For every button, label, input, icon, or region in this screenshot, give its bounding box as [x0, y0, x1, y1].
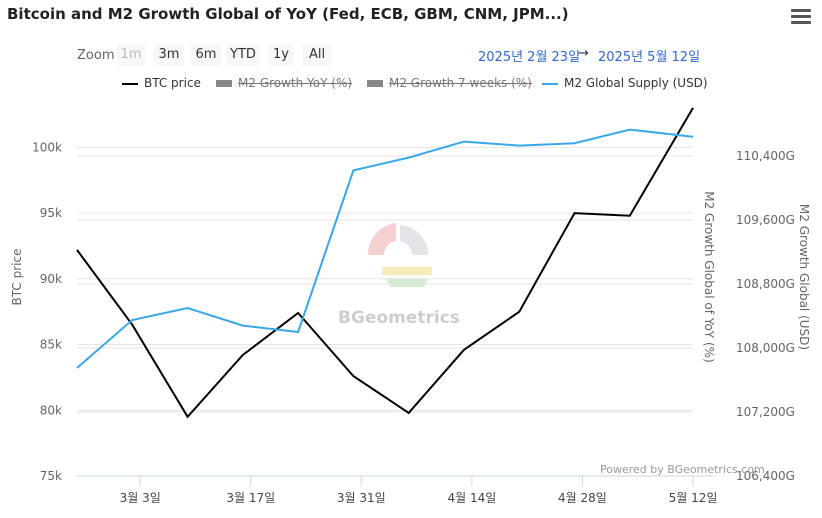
y-left-tick-label: 95k	[40, 206, 62, 220]
m2-global-supply-line	[76, 128, 694, 369]
bgeometrics-logo-icon	[367, 223, 432, 287]
y-right-tick-label: 108,800G	[736, 277, 795, 291]
y-left-tick-label: 85k	[40, 338, 62, 352]
y-left-tick-label: 90k	[40, 272, 62, 286]
zoom-ytd-button[interactable]: YTD	[226, 44, 260, 66]
legend-label: M2 Growth YoY (%)	[238, 76, 353, 90]
btc-price-line	[76, 107, 694, 419]
hamburger-menu-icon[interactable]	[791, 9, 811, 25]
legend-label: BTC price	[144, 76, 201, 90]
zoom-6m-button[interactable]: 6m	[191, 44, 221, 66]
zoom-all-button[interactable]: All	[302, 44, 332, 66]
y-left-axis-title: BTC price	[10, 249, 24, 306]
credits-link[interactable]: Powered by BGeometrics.com	[600, 463, 765, 476]
chart-title: Bitcoin and M2 Growth Global of YoY (Fed…	[7, 5, 569, 23]
x-tick-label: 4월 28일	[558, 491, 607, 505]
legend-m2-growth-7-weeks[interactable]: M2 Growth 7 weeks (%)	[367, 76, 532, 90]
watermark-text: BGeometrics	[338, 308, 460, 328]
x-tick-label: 3월 31일	[337, 491, 386, 505]
legend-label: M2 Growth 7 weeks (%)	[389, 76, 532, 90]
y-right-tick-label: 109,600G	[736, 213, 795, 227]
y-right-tick-label: 110,400G	[736, 149, 795, 163]
y-right-tick-label: 108,000G	[736, 341, 795, 355]
y-left-tick-label: 75k	[40, 469, 62, 483]
legend-btc-price[interactable]: BTC price	[122, 76, 201, 90]
date-range-arrow: →	[578, 46, 589, 61]
x-tick-label: 3월 3일	[120, 491, 161, 505]
y-left-tick-label: 80k	[40, 403, 62, 417]
legend-label: M2 Global Supply (USD)	[564, 76, 708, 90]
date-from-input[interactable]: 2025년 2월 23일	[478, 50, 581, 65]
x-tick-label: 4월 14일	[447, 491, 496, 505]
y-right-tick-label: 106,400G	[736, 469, 795, 483]
zoom-1y-button[interactable]: 1y	[268, 44, 294, 66]
date-to-input[interactable]: 2025년 5월 12일	[598, 50, 701, 65]
zoom-3m-button[interactable]: 3m	[154, 44, 184, 66]
legend-m2-global-supply[interactable]: M2 Global Supply (USD)	[542, 76, 708, 90]
x-tick-label: 3월 17일	[226, 491, 275, 505]
zoom-1m-button[interactable]: 1m	[117, 44, 145, 66]
y-right-axis-title: M2 Growth Global (USD)	[797, 204, 811, 350]
y-left-tick-label: 100k	[32, 140, 62, 154]
zoom-label: Zoom	[77, 48, 115, 63]
x-tick-label: 5월 12일	[669, 491, 718, 505]
y-hidden-axis-title: M2 Growth Global of YoY (%)	[702, 191, 716, 363]
legend-m2-growth-yoy[interactable]: M2 Growth YoY (%)	[216, 76, 352, 90]
y-right-tick-label: 107,200G	[736, 405, 795, 419]
